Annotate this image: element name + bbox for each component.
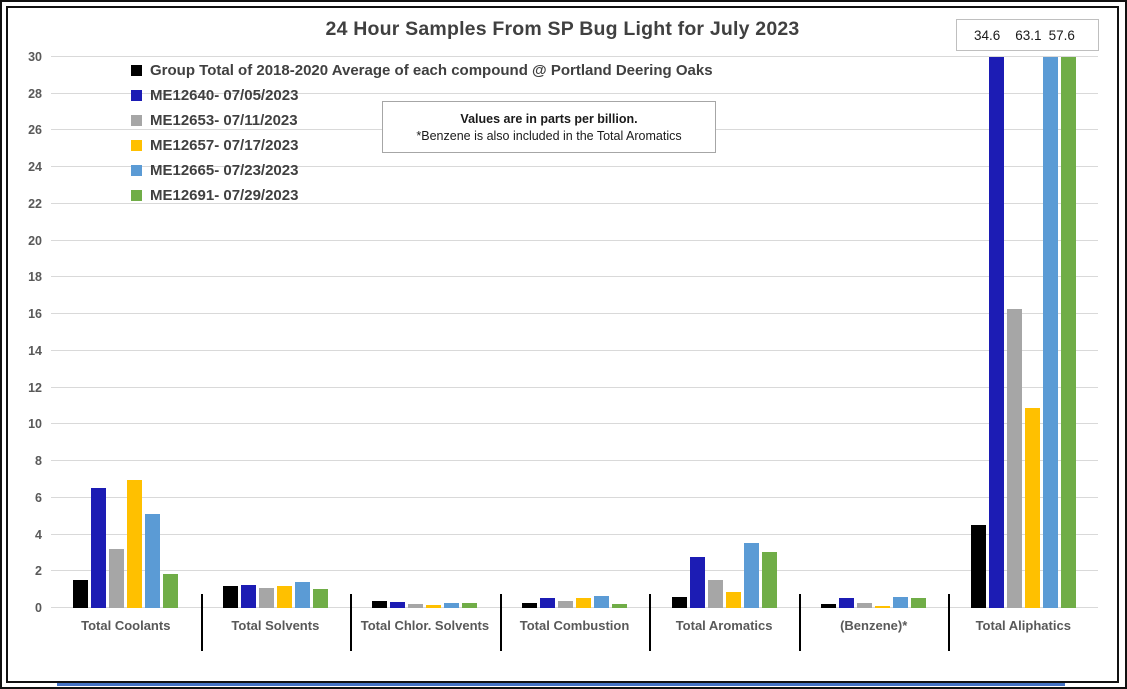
bar (295, 582, 310, 608)
y-axis-tick-label: 22 (28, 197, 42, 211)
overflow-labels-box: 34.6 63.1 57.6 (956, 19, 1099, 51)
bar (1025, 408, 1040, 608)
bar (241, 585, 256, 608)
bar (163, 574, 178, 608)
bar (313, 589, 328, 608)
chart-title: 24 Hour Samples From SP Bug Light for Ju… (8, 18, 1117, 41)
bar (762, 552, 777, 608)
legend-label: ME12665- 07/23/2023 (150, 162, 298, 179)
bar (744, 543, 759, 608)
overflow-value-label: 63.1 (1015, 28, 1041, 43)
bar (223, 586, 238, 608)
legend-label: ME12691- 07/29/2023 (150, 187, 298, 204)
bar (277, 586, 292, 608)
legend-swatch-icon (131, 65, 142, 76)
category-label: Total Combustion (500, 608, 650, 633)
bar (594, 596, 609, 608)
y-axis-tick-label: 2 (35, 564, 42, 578)
bar (1043, 57, 1058, 608)
overflow-value-label: 57.6 (1049, 28, 1075, 43)
bottom-blue-line (57, 683, 1065, 686)
bar (372, 601, 387, 608)
legend-swatch-icon (131, 190, 142, 201)
bar (989, 57, 1004, 608)
category-label: (Benzene)* (799, 608, 949, 633)
y-axis-tick-label: 12 (28, 381, 42, 395)
y-axis-tick-label: 18 (28, 270, 42, 284)
y-axis-tick-label: 28 (28, 87, 42, 101)
legend-item: Group Total of 2018-2020 Average of each… (131, 61, 713, 80)
category-axis: Total CoolantsTotal SolventsTotal Chlor.… (51, 608, 1098, 633)
annotation-line-2: *Benzene is also included in the Total A… (416, 129, 681, 143)
y-axis-tick-label: 26 (28, 123, 42, 137)
y-axis-tick-label: 10 (28, 417, 42, 431)
y-axis-tick-label: 30 (28, 50, 42, 64)
legend-swatch-icon (131, 90, 142, 101)
category-label: Total Aromatics (649, 608, 799, 633)
bar (708, 580, 723, 608)
y-axis-tick-label: 16 (28, 307, 42, 321)
legend-swatch-icon (131, 140, 142, 151)
bar (726, 592, 741, 608)
category-label: Total Solvents (201, 608, 351, 633)
bar (690, 557, 705, 608)
legend-item: ME12691- 07/29/2023 (131, 186, 713, 205)
category-label: Total Chlor. Solvents (350, 608, 500, 633)
y-axis-tick-label: 0 (35, 601, 42, 615)
bar (145, 514, 160, 608)
legend-swatch-icon (131, 115, 142, 126)
legend-item: ME12665- 07/23/2023 (131, 161, 713, 180)
bar (1007, 309, 1022, 608)
legend-label: ME12640- 07/05/2023 (150, 87, 298, 104)
y-axis-tick-label: 20 (28, 234, 42, 248)
bar (971, 525, 986, 608)
overflow-value-label: 34.6 (974, 28, 1000, 43)
bar (576, 598, 591, 608)
bar (839, 598, 854, 608)
legend-label: ME12653- 07/11/2023 (150, 112, 298, 129)
bar (1061, 57, 1076, 608)
chart-frame: 24 Hour Samples From SP Bug Light for Ju… (6, 6, 1119, 683)
bar (911, 598, 926, 608)
y-axis-tick-label: 8 (35, 454, 42, 468)
category-label: Total Coolants (51, 608, 201, 633)
y-axis-tick-label: 6 (35, 491, 42, 505)
y-axis-tick-label: 4 (35, 528, 42, 542)
category-label: Total Aliphatics (948, 608, 1098, 633)
bar (127, 480, 142, 608)
bar (540, 598, 555, 608)
bar (558, 601, 573, 608)
bar-group-7 (948, 57, 1098, 608)
annotation-box: Values are in parts per billion. *Benzen… (382, 101, 716, 153)
y-axis-tick-label: 14 (28, 344, 42, 358)
bar (91, 488, 106, 608)
legend-label: ME12657- 07/17/2023 (150, 137, 298, 154)
y-axis-tick-label: 24 (28, 160, 42, 174)
bar (73, 580, 88, 608)
bar (893, 597, 908, 608)
bar (109, 549, 124, 608)
legend-label: Group Total of 2018-2020 Average of each… (150, 62, 713, 79)
bar (259, 588, 274, 608)
bar-group-6 (799, 57, 949, 608)
legend-swatch-icon (131, 165, 142, 176)
annotation-line-1: Values are in parts per billion. (460, 112, 637, 126)
chart-image: 24 Hour Samples From SP Bug Light for Ju… (0, 0, 1127, 689)
bar (672, 597, 687, 608)
